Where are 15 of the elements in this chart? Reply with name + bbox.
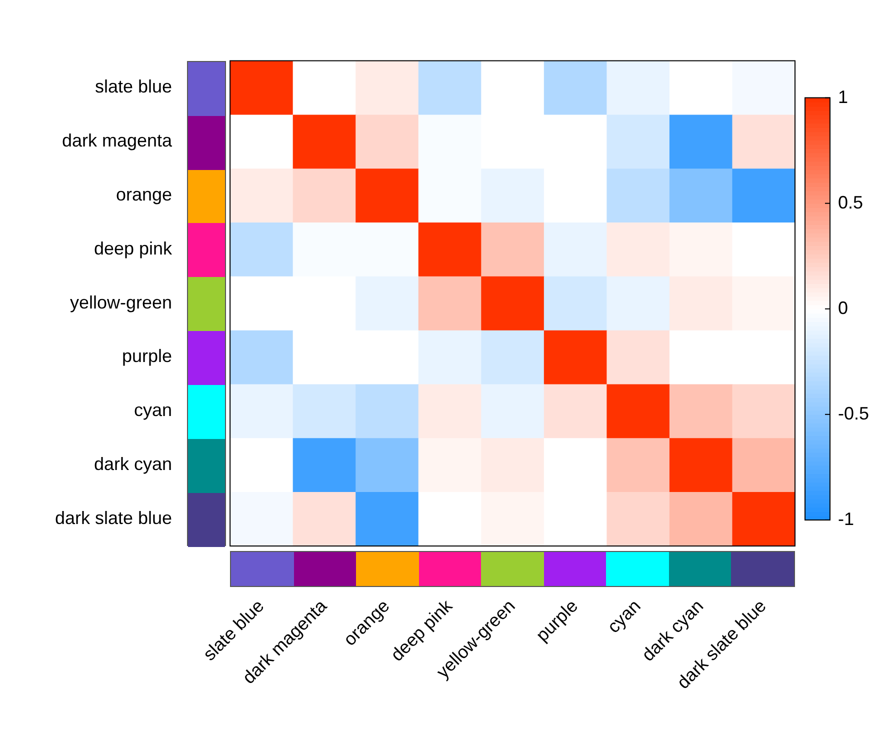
y-tick-label: slate blue xyxy=(95,76,172,97)
y-tick-label: dark slate blue xyxy=(54,508,172,528)
y-tick-label: purple xyxy=(122,346,172,366)
y-tick-label: dark cyan xyxy=(94,454,172,474)
color-bar-label: 0 xyxy=(838,298,848,318)
y-tick-label: deep pink xyxy=(94,238,174,258)
color-bar-label: -0.5 xyxy=(838,403,870,424)
color-bar-label: 0.5 xyxy=(838,192,864,212)
x-tick-label: cyan xyxy=(603,596,644,637)
y-tick-label: yellow-green xyxy=(70,292,172,312)
color-bar-label: -1 xyxy=(838,508,854,529)
y-tick-label: cyan xyxy=(134,400,172,420)
y-tick-label: dark magenta xyxy=(62,130,174,151)
y-tick-label: orange xyxy=(116,184,172,205)
color-bar-label: 1 xyxy=(838,86,848,107)
